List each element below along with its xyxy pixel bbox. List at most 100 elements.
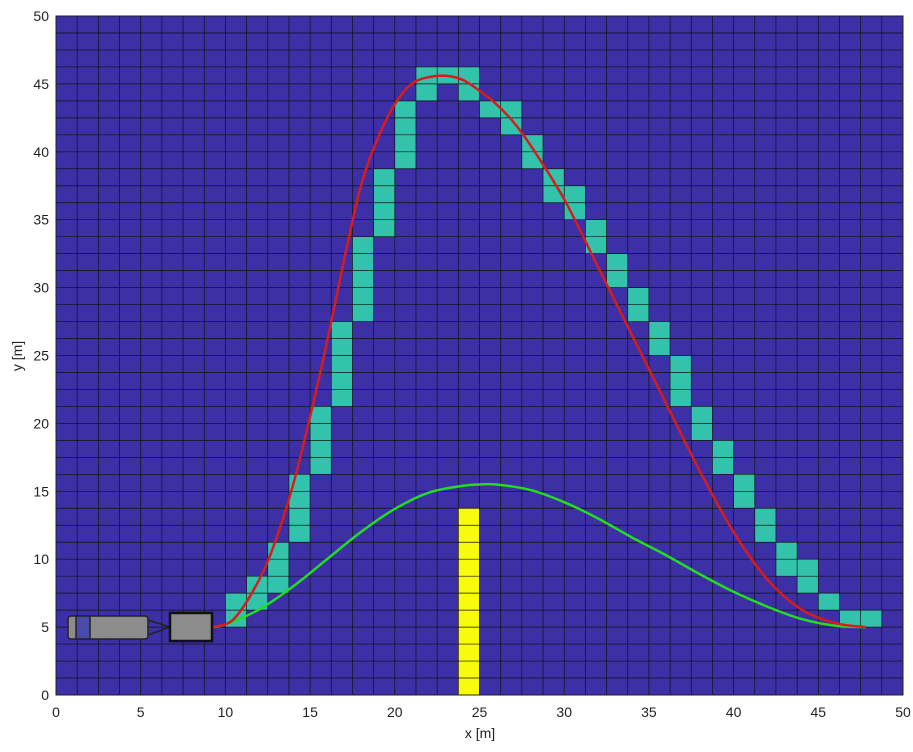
x-tick-label: 35 bbox=[641, 704, 657, 720]
x-tick-label: 25 bbox=[472, 704, 488, 720]
path-cell bbox=[775, 542, 798, 560]
obstacle-cell bbox=[458, 644, 480, 662]
path-cell bbox=[733, 491, 755, 509]
plot-area bbox=[55, 15, 904, 696]
path-cell bbox=[458, 83, 480, 101]
obstacle-cell bbox=[458, 525, 480, 543]
path-cell bbox=[839, 610, 861, 628]
path-cell bbox=[691, 423, 713, 441]
x-tick-label: 40 bbox=[726, 704, 742, 720]
obstacle-cell bbox=[458, 678, 480, 695]
obstacle-cell bbox=[458, 593, 480, 611]
path-cell bbox=[585, 219, 607, 237]
y-tick-label: 40 bbox=[33, 144, 49, 160]
x-tick-label: 5 bbox=[137, 704, 145, 720]
path-cell bbox=[733, 474, 755, 492]
path-cell bbox=[373, 202, 395, 220]
path-cell bbox=[670, 389, 692, 407]
y-tick-label: 30 bbox=[33, 280, 49, 296]
path-cell bbox=[331, 355, 353, 373]
tractor bbox=[168, 611, 214, 643]
path-cell bbox=[394, 100, 416, 118]
path-cell bbox=[394, 134, 416, 152]
path-cell bbox=[288, 508, 311, 526]
path-cell bbox=[352, 304, 374, 322]
path-cell bbox=[310, 440, 332, 458]
path-cell bbox=[500, 100, 522, 118]
path-cell bbox=[670, 355, 692, 373]
path-cell bbox=[860, 610, 882, 628]
x-axis-label: x [m] bbox=[465, 725, 495, 741]
path-cell bbox=[648, 321, 671, 339]
path-cell bbox=[712, 457, 734, 475]
path-cell bbox=[670, 372, 692, 390]
path-cell bbox=[606, 270, 628, 288]
y-tick-label: 25 bbox=[33, 348, 49, 364]
path-cell bbox=[627, 304, 649, 322]
path-cell bbox=[564, 185, 586, 203]
path-cell bbox=[310, 423, 332, 441]
path-cell bbox=[479, 100, 501, 118]
trailer-axle bbox=[75, 615, 91, 640]
path-cell bbox=[352, 287, 374, 305]
obstacle-cell bbox=[458, 661, 480, 679]
path-cell bbox=[373, 185, 395, 203]
x-tick-label: 30 bbox=[556, 704, 572, 720]
path-cell bbox=[267, 559, 289, 577]
path-cell bbox=[373, 219, 395, 237]
path-cell bbox=[648, 338, 671, 356]
path-cell bbox=[754, 508, 776, 526]
obstacle-cell bbox=[458, 508, 480, 526]
path-cell bbox=[691, 406, 713, 424]
y-tick-label: 0 bbox=[41, 687, 49, 703]
trajectory bbox=[211, 482, 866, 629]
y-tick-label: 20 bbox=[33, 415, 49, 431]
path-cell bbox=[415, 83, 438, 101]
path-cell bbox=[394, 151, 416, 169]
y-tick-label: 35 bbox=[33, 212, 49, 228]
path-cell bbox=[712, 440, 734, 458]
path-cell bbox=[331, 321, 353, 339]
path-cell bbox=[288, 525, 311, 543]
path-cell bbox=[775, 559, 798, 577]
obstacle-cell bbox=[458, 542, 480, 560]
path-cell bbox=[373, 168, 395, 186]
y-tick-label: 5 bbox=[41, 619, 49, 635]
path-cell bbox=[331, 389, 353, 407]
path-cell bbox=[458, 66, 480, 84]
y-tick-label: 15 bbox=[33, 483, 49, 499]
path-cell bbox=[352, 270, 374, 288]
path-cell bbox=[331, 372, 353, 390]
x-tick-label: 45 bbox=[811, 704, 827, 720]
path-cell bbox=[394, 117, 416, 135]
path-cell bbox=[331, 338, 353, 356]
path-cell bbox=[267, 576, 289, 594]
x-tick-label: 0 bbox=[52, 704, 60, 720]
y-tick-label: 50 bbox=[33, 8, 49, 24]
path-cell bbox=[352, 236, 374, 254]
y-tick-label: 45 bbox=[33, 76, 49, 92]
obstacle-cell bbox=[458, 576, 480, 594]
y-tick-label: 10 bbox=[33, 551, 49, 567]
path-cell bbox=[797, 576, 819, 594]
obstacle-cell bbox=[458, 610, 480, 628]
path-cell bbox=[754, 525, 776, 543]
path-cell bbox=[797, 559, 819, 577]
y-axis-label: y [m] bbox=[9, 341, 25, 371]
x-tick-label: 10 bbox=[218, 704, 234, 720]
path-cell bbox=[310, 406, 332, 424]
path-cell bbox=[288, 491, 311, 509]
hitch bbox=[147, 626, 171, 636]
trajectory bbox=[211, 74, 866, 629]
path-cell bbox=[500, 117, 522, 135]
path-cell bbox=[225, 593, 247, 611]
path-cell bbox=[818, 593, 840, 611]
path-cell bbox=[225, 610, 247, 628]
hitch bbox=[147, 619, 171, 628]
x-tick-label: 20 bbox=[387, 704, 403, 720]
path-cell bbox=[606, 253, 628, 271]
path-cell bbox=[627, 287, 649, 305]
x-tick-label: 15 bbox=[302, 704, 318, 720]
vehicle-icon bbox=[67, 611, 214, 643]
